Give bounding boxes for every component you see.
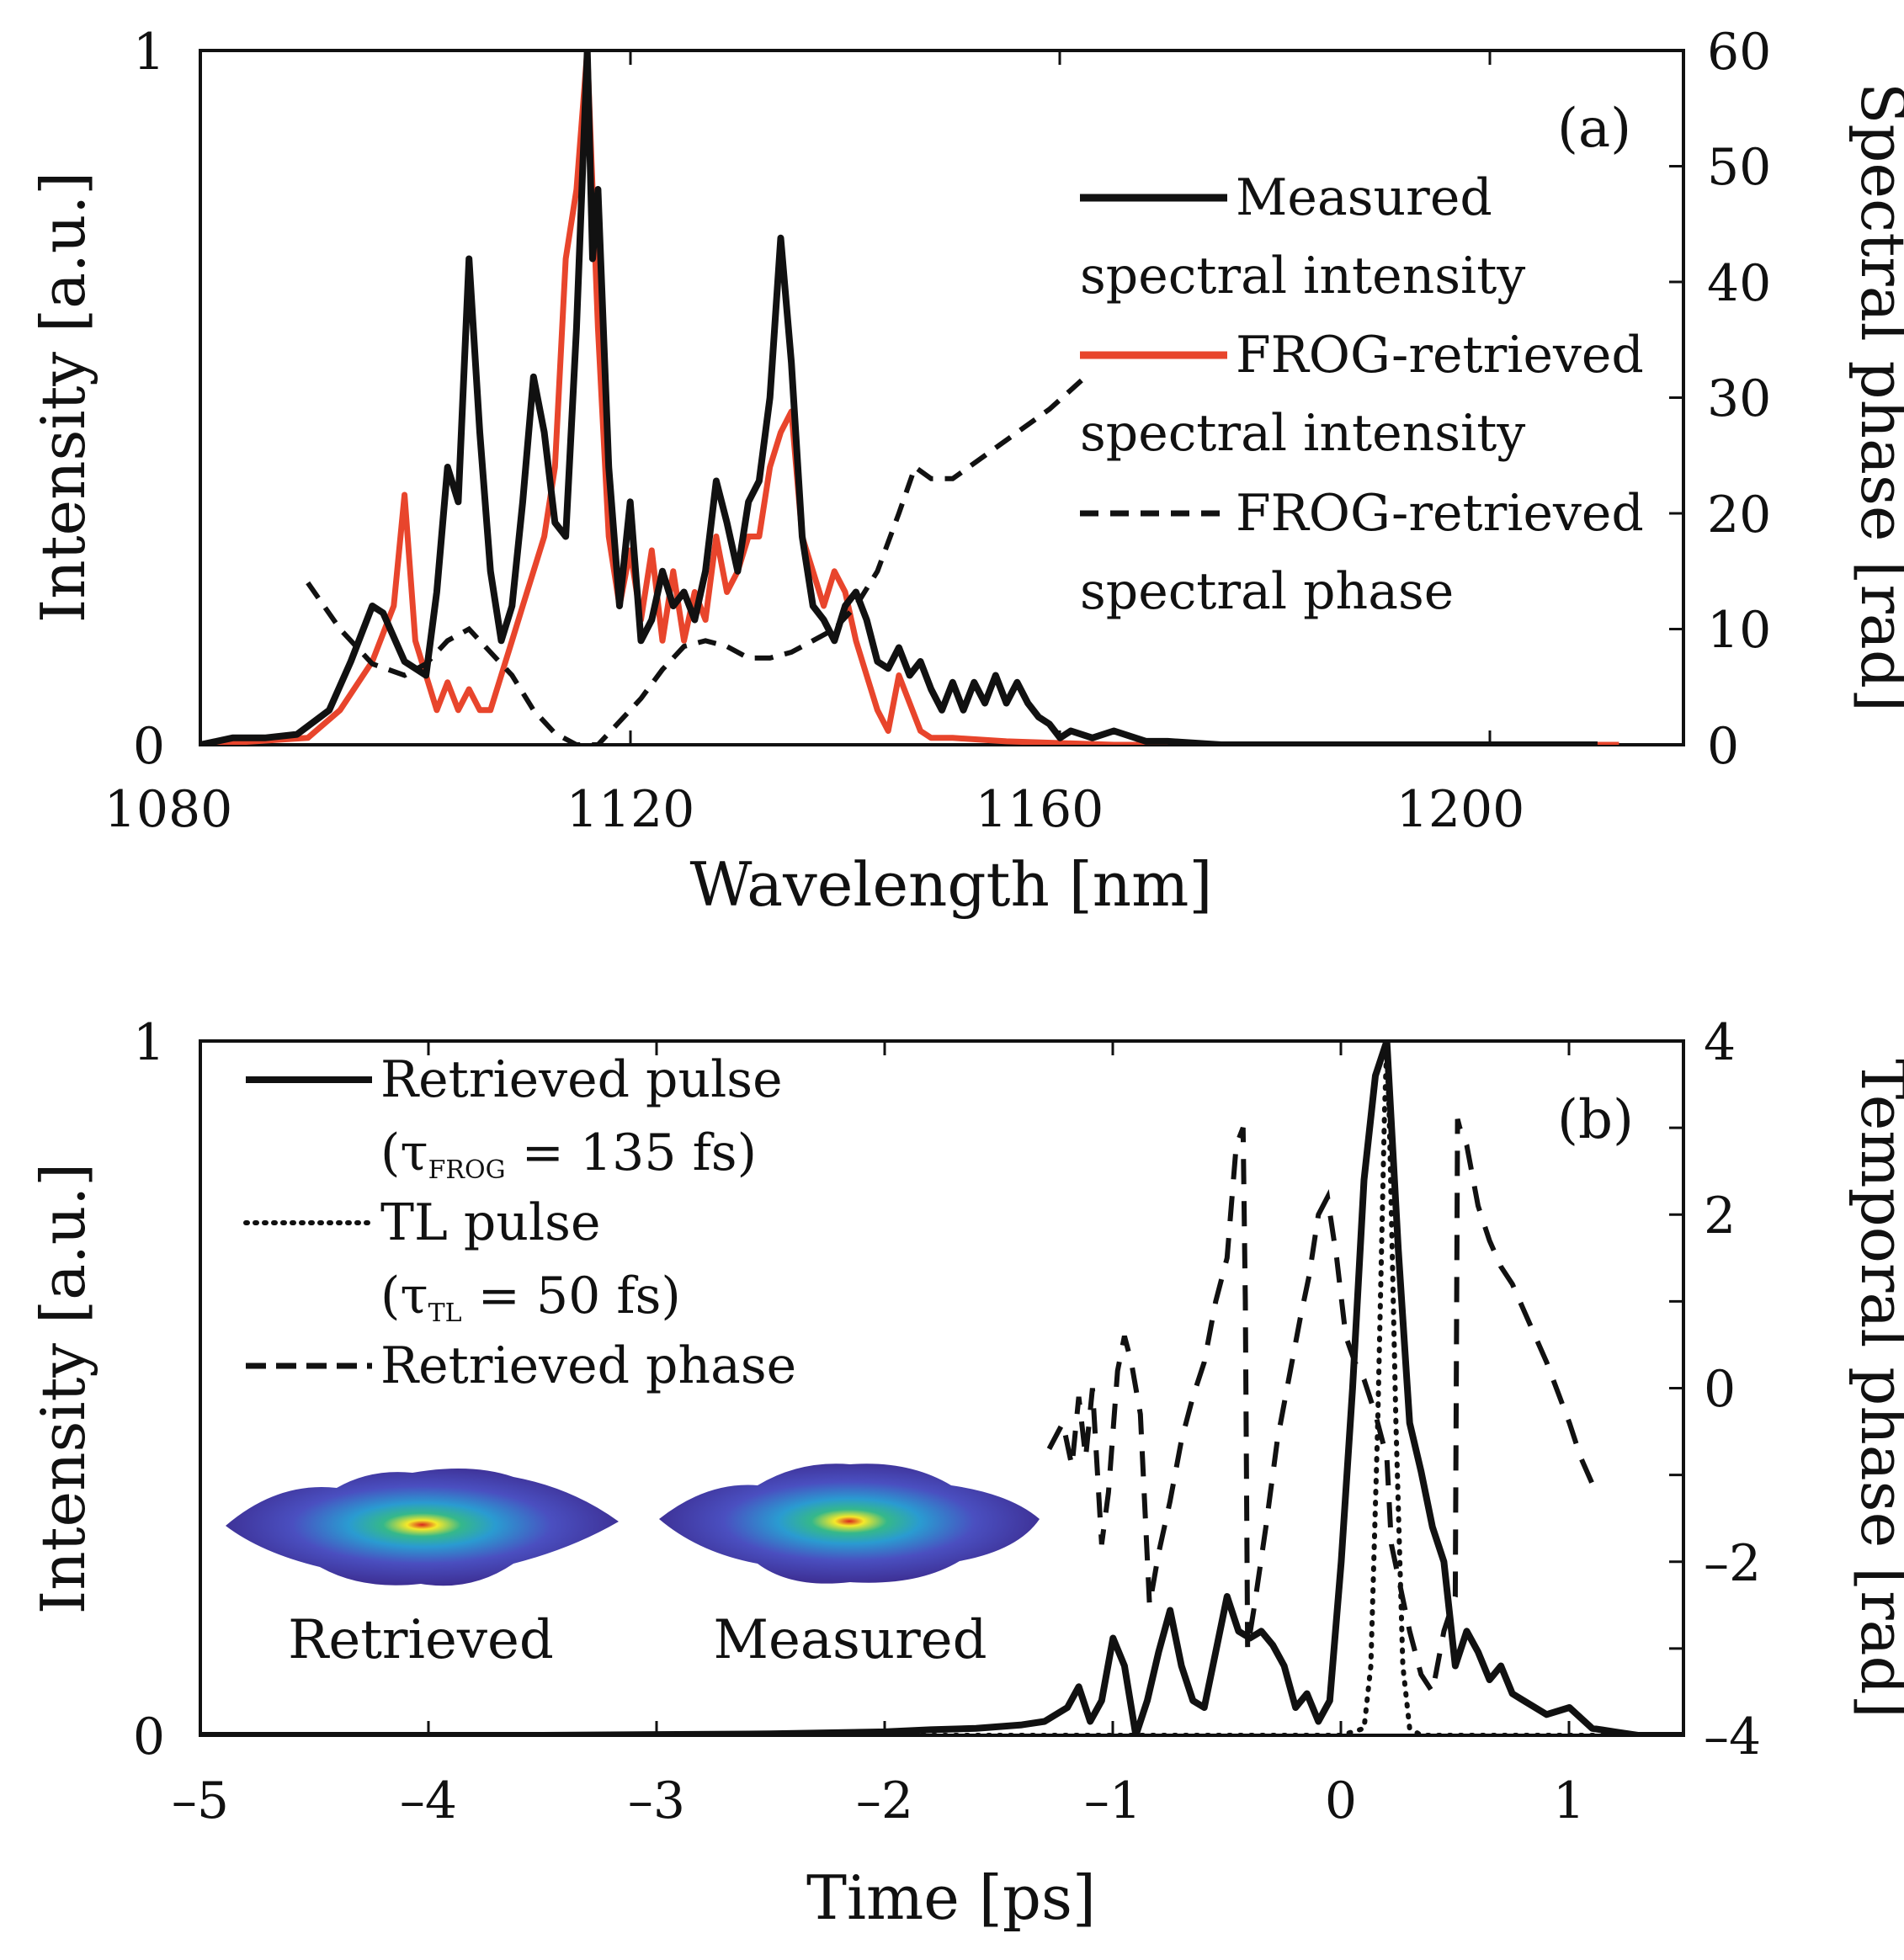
y2-tick-label: 4	[1704, 1013, 1736, 1072]
y2-tick-label: 10	[1707, 601, 1771, 660]
y-tick-label: 0	[133, 1708, 165, 1766]
panel-b-tag: (b)	[1557, 1089, 1634, 1151]
tau-subscript: TL	[428, 1299, 462, 1328]
x-tick-label: 0	[1325, 1771, 1357, 1830]
y-axis-title: Intensity [a.u.]	[28, 172, 98, 623]
x-tick-label: 1120	[566, 780, 695, 839]
tau-open: (τ	[380, 1123, 428, 1182]
frog-trace-retrieved-image	[226, 1469, 619, 1586]
inset-label: Measured	[713, 1609, 987, 1671]
legend-label: Retrieved pulse	[380, 1050, 783, 1109]
series-retrieved-phase	[1046, 1118, 1595, 1699]
legend-label: Retrieved phase	[380, 1336, 796, 1395]
y2-axis-title: Spectral phase [rad]	[1848, 82, 1904, 712]
y2-tick-label: 40	[1707, 254, 1771, 313]
tau-subscript: FROG	[428, 1155, 506, 1185]
inset-label: Retrieved	[288, 1609, 554, 1671]
y-tick-label: 1	[133, 23, 165, 82]
x-tick-label: 1	[1553, 1771, 1585, 1830]
panel-b-y2-axis: –4 –2 0 2 4 Temporal phase [rad]	[1669, 1013, 1904, 1766]
panel-a-frame	[199, 49, 1685, 746]
y2-axis-title: Temporal phase [rad]	[1848, 1059, 1904, 1718]
series-tl-pulse	[200, 1041, 1683, 1735]
legend-label: spectral phase	[1080, 562, 1454, 621]
y2-tick-label: –4	[1704, 1708, 1761, 1766]
frog-trace-measured-image	[659, 1463, 1040, 1584]
legend-label: Measured	[1236, 168, 1492, 227]
y-axis-title: Intensity [a.u.]	[28, 1163, 98, 1614]
x-tick-label: –2	[856, 1771, 913, 1830]
y-tick-label: 0	[133, 717, 165, 776]
x-tick-label: –5	[172, 1771, 229, 1830]
x-tick-label: 1200	[1396, 780, 1525, 839]
x-axis-title: Wavelength [nm]	[689, 849, 1212, 920]
panel-a: 1080 1120 1160 1200 Wavelength [nm] 1 0 …	[28, 23, 1904, 920]
inset-frog-retrieved: Retrieved	[226, 1469, 619, 1671]
legend-label: TL pulse	[380, 1193, 600, 1252]
panel-a-y2-axis: 0 10 20 30 40 50 60 Spectral phase [rad]	[1669, 23, 1904, 776]
y2-tick-label: 20	[1707, 486, 1771, 544]
y2-tick-label: 30	[1707, 369, 1771, 428]
x-tick-label: –3	[628, 1771, 685, 1830]
y2-tick-label: 0	[1707, 717, 1739, 776]
x-axis-title: Time [ps]	[806, 1862, 1096, 1933]
y2-tick-label: 60	[1707, 23, 1771, 82]
x-tick-label: 1160	[976, 780, 1104, 839]
series-measured-spectral-intensity	[200, 50, 1598, 745]
legend-label: spectral intensity	[1080, 404, 1525, 463]
panel-b-y-axis: 1 0 Intensity [a.u.]	[28, 1013, 165, 1766]
panel-a-x-axis: 1080 1120 1160 1200 Wavelength [nm]	[104, 50, 1525, 920]
x-tick-label: 1080	[104, 780, 233, 839]
y2-tick-label: 0	[1704, 1360, 1736, 1419]
legend-tau-frog: (τFROG = 135 fs)	[380, 1123, 757, 1185]
legend-tau-tl: (τTL = 50 fs)	[380, 1267, 681, 1328]
panel-b: –5 –4 –3 –2 –1 0 1 Time [ps] 1 0 Intensi…	[28, 1013, 1904, 1933]
x-tick-label: –1	[1084, 1771, 1141, 1830]
series-frog-spectral-intensity	[200, 50, 1619, 745]
legend-label: spectral intensity	[1080, 247, 1525, 305]
legend-label: FROG-retrieved	[1236, 326, 1644, 385]
panel-b-x-axis: –5 –4 –3 –2 –1 0 1 Time [ps]	[172, 1041, 1585, 1933]
y-tick-label: 1	[133, 1013, 165, 1072]
legend-label: FROG-retrieved	[1236, 484, 1644, 543]
panel-b-legend: Retrieved pulse (τFROG = 135 fs) TL puls…	[243, 1050, 796, 1395]
panel-a-legend: Measured spectral intensity FROG-retriev…	[1080, 168, 1644, 621]
y2-tick-label: 50	[1707, 138, 1771, 197]
y2-tick-label: 2	[1704, 1187, 1736, 1246]
tau-open: (τ	[380, 1267, 428, 1325]
series-frog-spectral-phase	[306, 378, 1084, 745]
series-retrieved-pulse	[200, 1041, 1683, 1735]
panel-a-y-axis: 1 0 Intensity [a.u.]	[28, 23, 165, 776]
panel-a-tag: (a)	[1557, 98, 1631, 160]
panel-b-plot-area	[200, 1041, 1683, 1735]
tau-value: = 135 fs)	[506, 1123, 757, 1182]
y2-tick-label: –2	[1704, 1534, 1761, 1593]
tau-value: = 50 fs)	[462, 1267, 681, 1325]
x-tick-label: –4	[400, 1771, 457, 1830]
inset-frog-measured: Measured	[659, 1463, 1040, 1671]
panel-a-plot-area	[200, 50, 1619, 745]
